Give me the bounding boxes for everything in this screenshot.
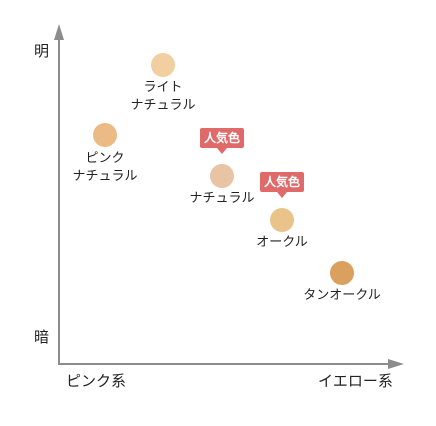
axis-label-dark: 暗 <box>34 328 50 346</box>
shade-label-line: ナチュラル <box>130 98 196 113</box>
shade-label-line: ライト <box>143 80 183 95</box>
popular-badge: 人気色 <box>259 172 305 198</box>
axis-label-yellow: イエロー系 <box>318 372 393 390</box>
x-axis-arrow-icon <box>388 359 404 369</box>
shade-label-ochre: オークル <box>256 234 308 252</box>
shade-dot-pink-natural <box>93 123 117 147</box>
shade-label-natural: ナチュラル <box>189 190 254 208</box>
shade-label-line: ナチュラル <box>189 191 255 206</box>
shade-label-line: タンオークル <box>303 288 381 303</box>
y-axis-arrow-icon <box>54 24 64 40</box>
shade-dot-ochre <box>270 208 294 232</box>
shade-label-tan-ochre: タンオークル <box>303 287 381 305</box>
axis-label-pink: ピンク系 <box>66 372 127 390</box>
shade-dot-tan-ochre <box>330 261 354 285</box>
shade-label-light-natural: ライト ナチュラル <box>130 79 195 115</box>
shade-label-line: ピンク <box>85 151 125 166</box>
axis-label-bright: 明 <box>34 42 50 60</box>
shade-label-line: ナチュラル <box>72 169 138 184</box>
shade-dot-light-natural <box>151 53 175 77</box>
shade-label-line: オークル <box>256 235 308 250</box>
popular-badge: 人気色 <box>199 128 245 154</box>
shade-dot-natural <box>210 164 234 188</box>
shade-label-pink-natural: ピンク ナチュラル <box>72 150 137 186</box>
